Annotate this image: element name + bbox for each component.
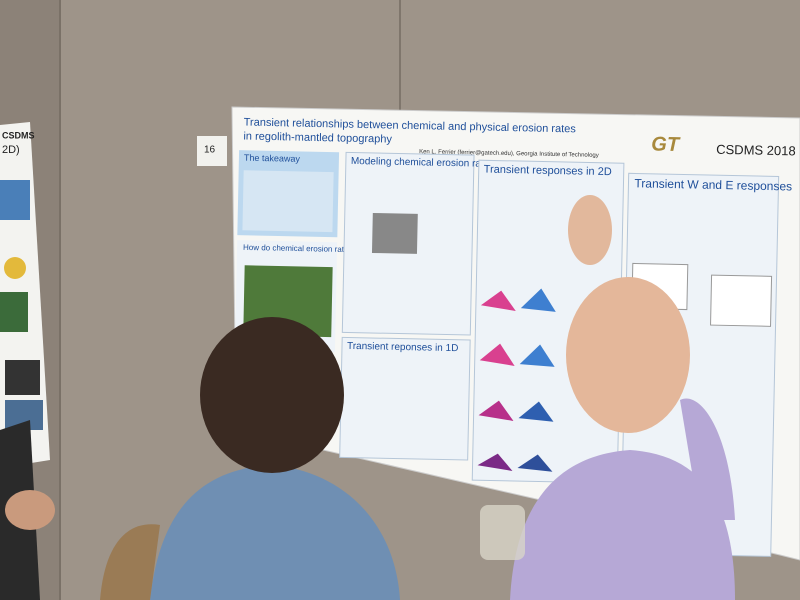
cup [480,505,525,560]
person-sleeve [680,398,735,520]
person-head [566,277,690,433]
plot [710,274,773,327]
text-block [242,170,334,233]
person-hand [5,490,55,530]
poster-logo: GT [651,133,681,156]
chair [100,524,160,600]
board-number-card [197,136,227,166]
person-shirt [150,465,400,600]
side-heading: 2D) [2,144,20,156]
side-figure [5,360,40,395]
person-hair [200,317,344,473]
figure-grid [477,288,556,472]
side-logo: CSDMS [2,130,35,140]
board-number: 16 [204,144,216,155]
person-shirt [510,450,735,600]
side-figure [4,257,26,279]
poster-author: Ken L. Ferrier (ferrier@gatech.edu), Geo… [419,149,599,159]
section-heading: Transient reponses in 1D [347,341,459,354]
section-heading: The takeaway [244,153,301,164]
side-figure [0,292,28,332]
section-heading: Transient responses in 2D [484,163,612,178]
section-heading: Modeling chemical erosion rates [351,156,495,170]
panel [339,336,471,461]
side-panel [0,180,30,220]
person-hand [568,195,612,265]
poster-conference: CSDMS 2018 [716,142,796,159]
section-heading: Transient W and E responses [634,176,792,193]
poster-title: in regolith-mantled topography [243,130,392,145]
diagram [371,212,418,254]
